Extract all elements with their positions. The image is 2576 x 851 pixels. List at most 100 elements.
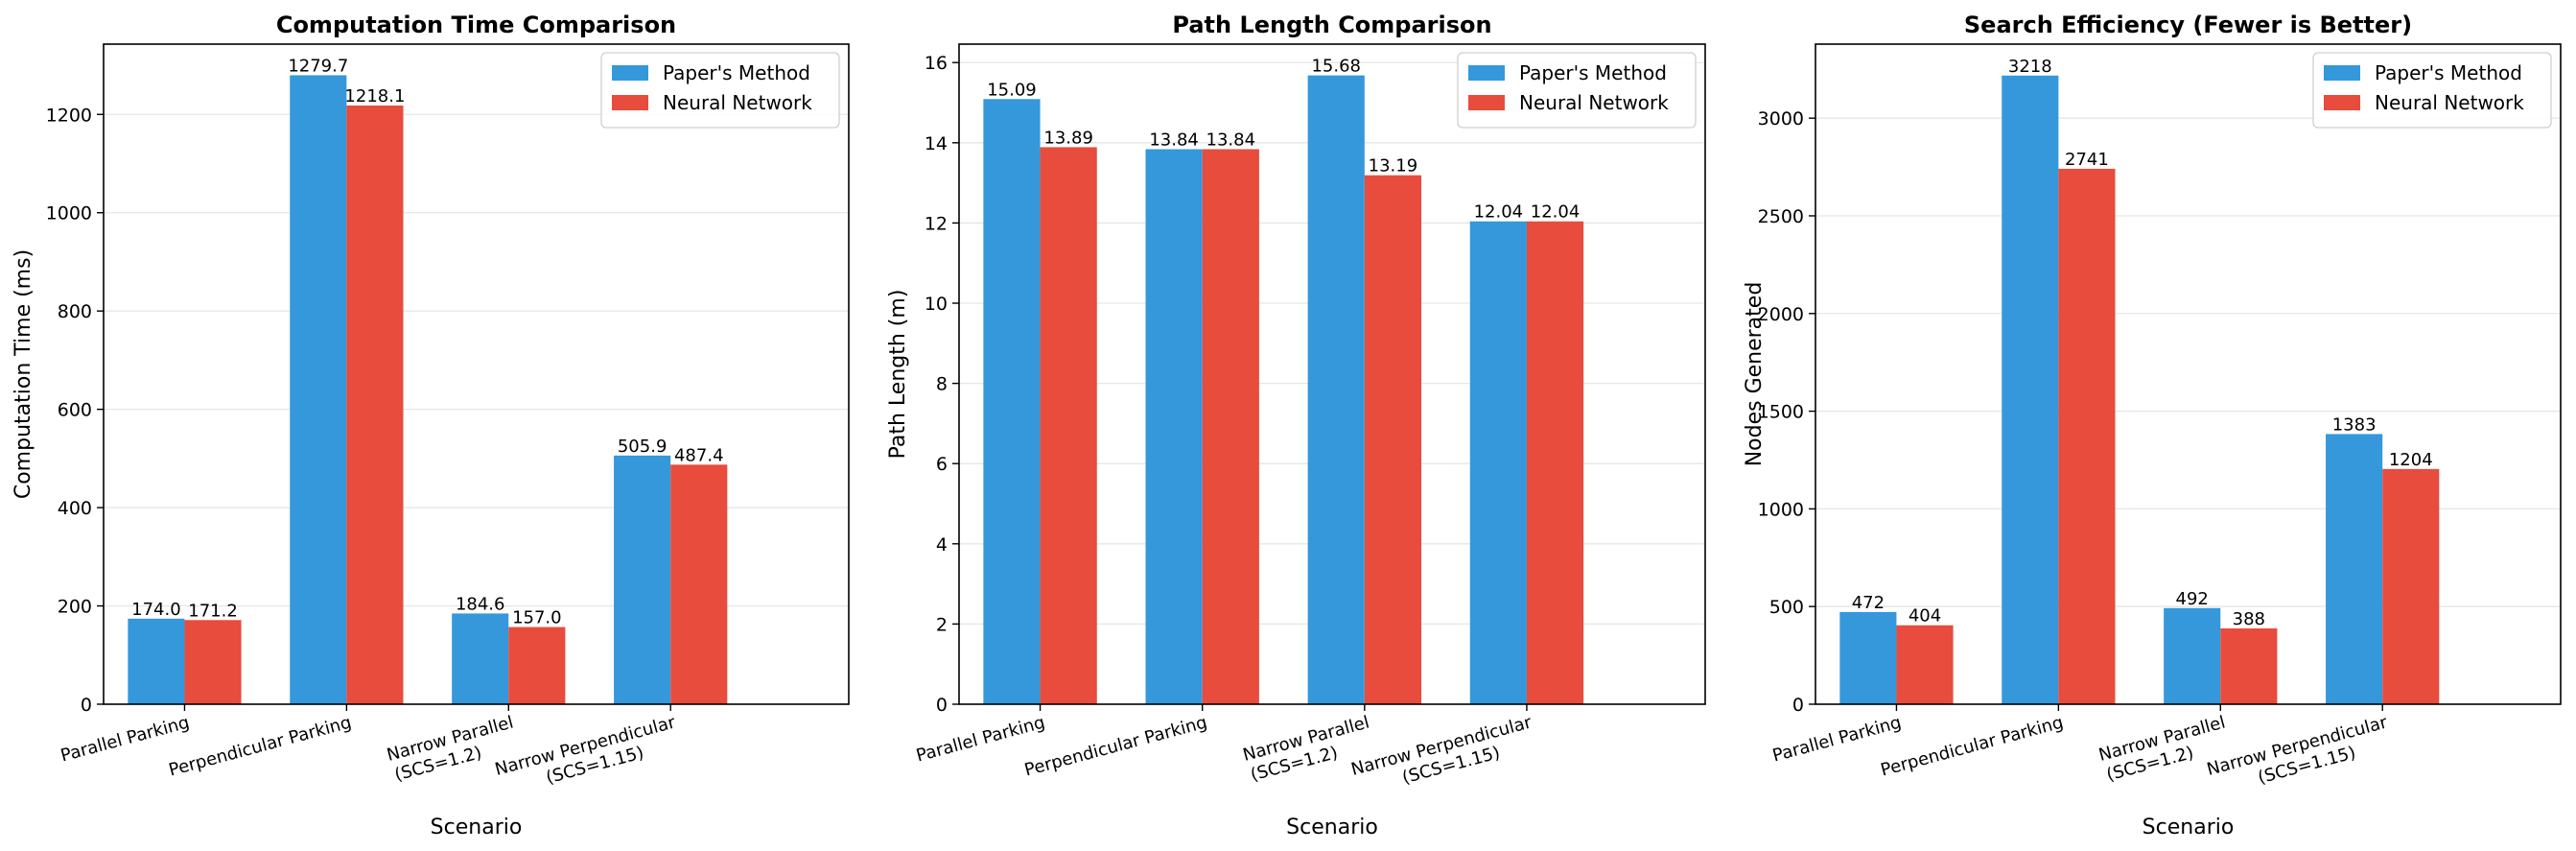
y-tick-label: 6 (936, 454, 948, 475)
legend-entry: Paper's Method (2375, 61, 2522, 84)
legend-swatch-paper (612, 65, 648, 81)
bar-paper (1307, 75, 1365, 705)
x-tick-label: Perpendicular Parking (1022, 713, 1209, 781)
bar-nn (670, 464, 728, 704)
bar-nn (1202, 149, 1259, 704)
y-axis-label: Nodes Generated (1743, 282, 1767, 467)
y-tick-label: 800 (58, 301, 92, 322)
bar-nn (508, 626, 566, 704)
bar-nn (1364, 175, 1422, 705)
y-tick-label: 0 (936, 695, 948, 716)
legend-entry: Neural Network (663, 91, 812, 114)
data-label: 13.84 (1149, 130, 1199, 151)
data-label: 1383 (2332, 414, 2377, 435)
plot-frame (103, 43, 850, 705)
bar-paper (614, 455, 671, 704)
bar-paper (2326, 434, 2383, 704)
bar-nn (2220, 627, 2278, 704)
bar-paper (2164, 607, 2221, 704)
chart-panel-2: 15.09 13.84 15.68 12.04 13.89 13.84 13.19 12.04… (886, 12, 1706, 839)
bar-paper (1469, 221, 1527, 704)
bar-nn (184, 620, 242, 704)
plot-frame (958, 43, 1706, 705)
y-tick-label: 0 (1792, 695, 1804, 716)
legend-entry: Paper's Method (1519, 61, 1667, 84)
y-tick-label: 1500 (1758, 402, 1804, 423)
bar-paper (290, 75, 347, 705)
bar-paper (452, 613, 509, 704)
y-tick-label: 600 (58, 400, 92, 421)
legend-swatch-paper (2324, 65, 2360, 81)
legend: Paper's Method Neural Network (1457, 52, 1697, 129)
legend-swatch-paper (1468, 65, 1505, 81)
data-label: 13.84 (1206, 130, 1256, 151)
plot-frame (1815, 43, 2562, 705)
data-label: 1279.7 (288, 56, 348, 76)
bar-nn (2382, 468, 2440, 704)
x-tick-label: Narrow Perpendicular(SCS=1.15) (493, 712, 684, 800)
bar-paper (128, 618, 185, 704)
y-axis-label: Computation Time (ms) (12, 249, 35, 499)
x-tick-label: Parallel Parking (914, 713, 1047, 767)
legend-entry: Neural Network (2375, 91, 2524, 114)
y-tick-label: 1200 (46, 105, 92, 126)
legend-box (600, 52, 840, 129)
legend-box (2312, 52, 2552, 129)
x-axis-label: Scenario (1286, 816, 1378, 839)
data-label: 174.0 (131, 600, 181, 620)
legend-swatch-nn (2324, 95, 2360, 110)
data-label: 388 (2233, 609, 2265, 629)
y-tick-label: 14 (925, 133, 948, 154)
bar-nn (346, 105, 404, 705)
y-tick-label: 1000 (1758, 499, 1804, 520)
data-label: 184.6 (456, 594, 505, 614)
legend-swatch-nn (612, 95, 648, 110)
y-tick-label: 1000 (46, 203, 92, 225)
legend: Paper's Method Neural Network (2312, 52, 2552, 129)
chart-title: Computation Time Comparison (276, 12, 676, 38)
x-axis-label: Scenario (2143, 816, 2235, 839)
x-tick-label: Narrow Perpendicular(SCS=1.15) (2205, 712, 2396, 800)
data-label: 3218 (2008, 57, 2052, 77)
bar-nn (1040, 147, 1097, 704)
data-label: 505.9 (618, 437, 667, 457)
bar-paper (2002, 75, 2059, 704)
bar-nn (1526, 221, 1584, 704)
data-label: 492 (2176, 589, 2209, 609)
data-label: 1218.1 (344, 86, 405, 106)
x-tick-label: Parallel Parking (1770, 713, 1904, 767)
data-label: 487.4 (674, 445, 724, 465)
data-label: 12.04 (1474, 202, 1524, 223)
bar-paper (1145, 149, 1203, 704)
legend-entry: Neural Network (1519, 91, 1669, 114)
x-tick-label: Narrow Perpendicular(SCS=1.15) (1349, 712, 1540, 800)
y-tick-label: 2500 (1758, 206, 1804, 227)
chart-title: Search Efficiency (Fewer is Better) (1964, 12, 2412, 38)
chart-title: Path Length Comparison (1172, 12, 1491, 38)
x-tick-line: Parallel Parking (59, 713, 192, 767)
legend-box (1457, 52, 1697, 129)
data-label: 15.68 (1311, 57, 1361, 77)
y-tick-label: 2000 (1758, 304, 1804, 325)
data-label: 13.19 (1369, 156, 1418, 177)
y-tick-label: 8 (936, 374, 948, 395)
x-tick-label: Perpendicular Parking (167, 713, 354, 781)
y-tick-label: 0 (81, 695, 92, 716)
data-label: 171.2 (188, 601, 238, 621)
y-tick-label: 500 (1769, 597, 1804, 618)
chart-panel-1: 174.0 1279.7 184.6 505.9 171.2 1218.1 157.0 487… (12, 12, 850, 839)
y-tick-label: 200 (58, 597, 92, 618)
y-tick-label: 4 (936, 534, 948, 556)
y-tick-label: 3000 (1758, 108, 1804, 130)
y-tick-label: 400 (58, 498, 92, 519)
data-label: 13.89 (1043, 128, 1093, 148)
legend: Paper's Method Neural Network (600, 52, 840, 129)
x-tick-line: Perpendicular Parking (1879, 713, 2066, 781)
data-label: 2741 (2065, 150, 2109, 170)
data-label: 157.0 (512, 608, 562, 628)
x-tick-line: Parallel Parking (914, 713, 1047, 767)
data-label: 472 (1852, 593, 1885, 613)
data-label: 12.04 (1531, 202, 1581, 223)
y-tick-label: 12 (925, 213, 948, 234)
